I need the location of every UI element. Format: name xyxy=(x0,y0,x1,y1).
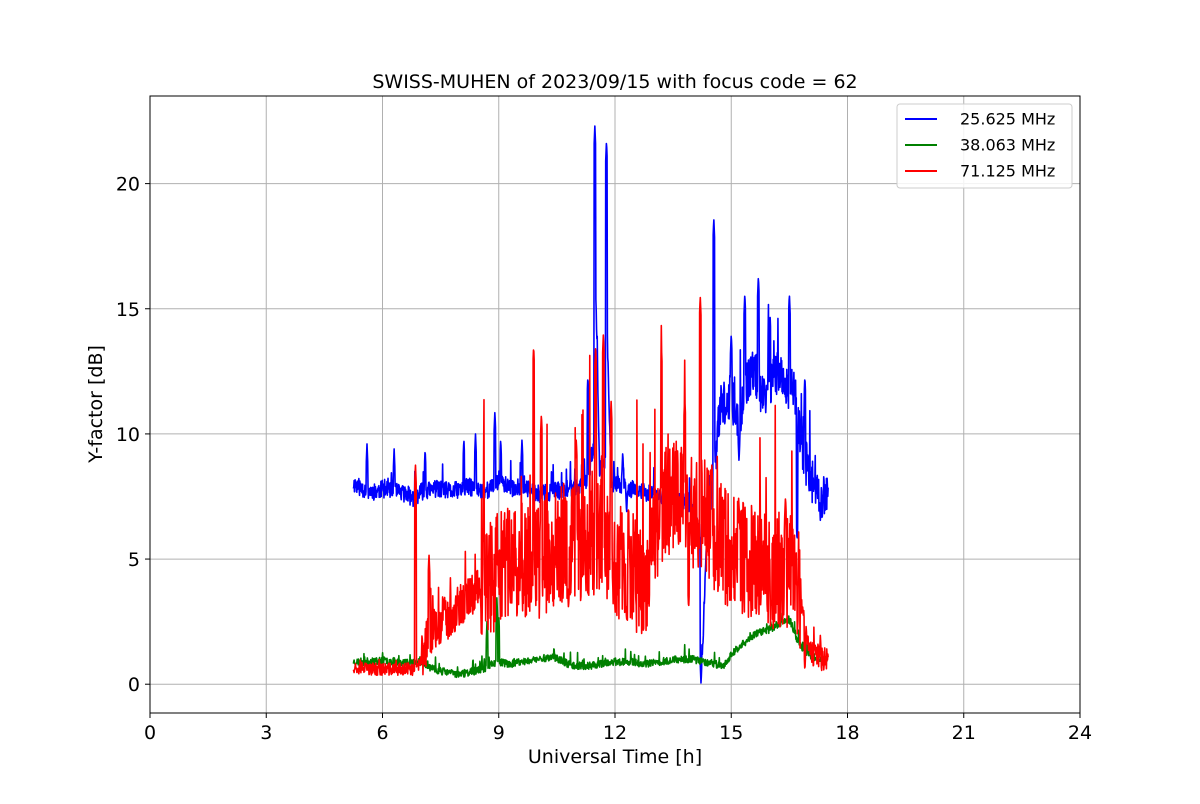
chart-title: SWISS-MUHEN of 2023/09/15 with focus cod… xyxy=(372,71,857,93)
y-tick-label: 10 xyxy=(116,424,140,446)
x-axis-label: Universal Time [h] xyxy=(528,746,702,768)
x-tick-label: 9 xyxy=(493,722,505,744)
y-tick-label: 15 xyxy=(116,299,140,321)
y-axis: 0 5 10 15 20 xyxy=(116,174,150,696)
x-tick-label: 15 xyxy=(719,722,743,744)
legend-entry: 71.125 MHz xyxy=(905,162,1055,181)
y-tick-label: 20 xyxy=(116,174,140,196)
x-tick-label: 21 xyxy=(952,722,976,744)
legend-label: 71.125 MHz xyxy=(960,162,1055,181)
y-tick-label: 5 xyxy=(128,549,140,571)
x-tick-label: 6 xyxy=(376,722,388,744)
x-tick-label: 24 xyxy=(1068,722,1092,744)
legend-box xyxy=(896,103,1073,189)
series-line xyxy=(352,597,829,679)
legend: 25.625 MHz 38.063 MHz 71.125 MHz xyxy=(896,103,1073,189)
series-line xyxy=(352,296,829,677)
x-tick-label: 12 xyxy=(603,722,627,744)
x-axis: 0 3 6 9 12 15 18 21 24 xyxy=(144,713,1092,744)
legend-label: 25.625 MHz xyxy=(960,110,1055,129)
y-tick-label: 0 xyxy=(128,674,140,696)
legend-entry: 25.625 MHz xyxy=(905,110,1055,129)
series-line xyxy=(352,125,829,684)
series-layer xyxy=(352,125,829,684)
legend-label: 38.063 MHz xyxy=(960,136,1055,155)
legend-entry: 38.063 MHz xyxy=(905,136,1055,155)
y-axis-label: Y-factor [dB] xyxy=(85,345,107,464)
x-tick-label: 18 xyxy=(835,722,859,744)
x-tick-label: 0 xyxy=(144,722,156,744)
x-tick-label: 3 xyxy=(260,722,272,744)
